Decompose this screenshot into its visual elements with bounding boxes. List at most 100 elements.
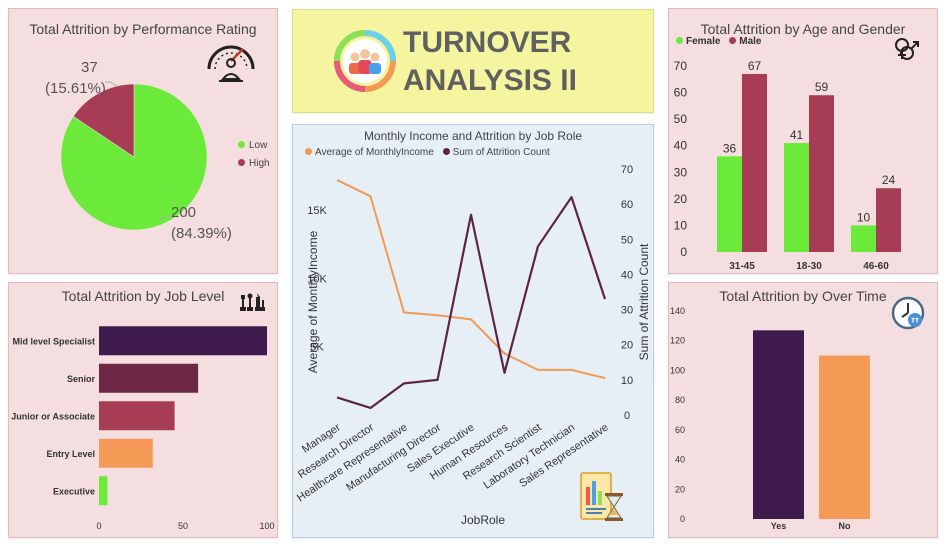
legend-item-income[interactable]: Average of MonthlyIncome — [305, 147, 434, 158]
y-tick-label: 15K — [307, 205, 327, 217]
gender-symbol-icon — [895, 38, 919, 60]
pie-slice-high — [72, 83, 135, 158]
x-tick-label: 31-45 — [729, 261, 755, 272]
label-low-value: 200 — [171, 204, 197, 221]
x-tick-label: 50 — [178, 521, 188, 531]
chess-pieces-icon — [240, 293, 265, 311]
job-role-chart: 5K 10K 15K 0 10 20 30 40 50 60 70 Average of Monthl… — [295, 164, 651, 527]
x-tick-label: 46-60 — [863, 261, 889, 272]
legend-item-high[interactable]: High — [238, 155, 270, 173]
legend-item-male[interactable]: Male — [729, 36, 761, 47]
label-low-pct: (84.39%) — [171, 225, 232, 242]
label-high-pct: (15.61%) — [45, 80, 106, 97]
bar-senior — [99, 363, 199, 393]
label-high: 37 (15.61%) — [45, 57, 125, 99]
data-label: 41 — [790, 128, 804, 142]
y-tick-label: Executive — [53, 486, 95, 496]
label-low: 200 (84.39%) — [171, 202, 261, 244]
title-banner: TURNOVER ANALYSIS II — [292, 9, 654, 113]
chart-title: Total Attrition by Over Time — [719, 288, 887, 304]
y-tick-label: 0 — [680, 514, 685, 524]
legend-item-attrition[interactable]: Sum of Attrition Count — [442, 147, 550, 158]
y-tick-label: 40 — [674, 139, 688, 153]
panel-job-level: Total Attrition by Job Level Mid level S… — [8, 282, 278, 538]
data-label: 67 — [748, 59, 762, 73]
bar-no — [819, 355, 870, 519]
bar-mid-level-specialist — [99, 326, 267, 356]
y2-tick-label: 0 — [624, 410, 630, 422]
y2-tick-label: 20 — [621, 340, 633, 352]
y-tick-label: 20 — [675, 484, 685, 494]
data-label: 10 — [857, 210, 871, 224]
y2-tick-label: 10 — [621, 375, 633, 387]
team-people-icon — [334, 30, 396, 92]
speedometer-person-icon — [207, 45, 255, 82]
line-attrition-count — [336, 196, 607, 410]
role-legend: Average of MonthlyIncome Sum of Attritio… — [305, 147, 550, 158]
x-tick-label: No — [839, 521, 851, 531]
y-tick-label: 20 — [674, 192, 688, 206]
title-line-1: TURNOVER — [403, 26, 572, 59]
bar-junior-or-associate — [99, 401, 175, 431]
x-tick-label: 100 — [259, 521, 274, 531]
y2-tick-label: 70 — [621, 164, 633, 176]
y-tick-label: 60 — [674, 86, 688, 100]
panel-job-role: Monthly Income and Attrition by Job Role… — [292, 124, 654, 538]
chart-title: Total Attrition by Job Level — [61, 288, 225, 304]
bar-male-31-45 — [742, 73, 767, 252]
chart-title: Monthly Income and Attrition by Job Role — [363, 129, 583, 143]
chart-title: Total Attrition by Performance Rating — [29, 21, 257, 37]
y2-tick-label: 30 — [621, 305, 633, 317]
y-tick-label: Mid level Specialist — [12, 336, 95, 346]
y2-axis-title: Sum of Attrition Count — [637, 243, 651, 360]
y2-tick-label: 60 — [621, 199, 633, 211]
title-line-2: ANALYSIS II — [403, 64, 577, 97]
x-tick-label: Yes — [771, 521, 787, 531]
bar-male-18-30 — [809, 95, 834, 252]
bar-female-46-60 — [851, 225, 876, 252]
pie-legend: Low High — [238, 137, 270, 173]
overtime-clock-icon — [891, 296, 925, 330]
age-gender-chart: 0 10 20 30 40 50 60 70 36 67 31-45 41 59 18-30 10 24 46-… — [674, 59, 901, 272]
y-tick-label: 60 — [675, 425, 685, 435]
hourglass-report-icon — [580, 472, 623, 521]
y-tick-label: 0 — [680, 245, 687, 259]
y-tick-label: Senior — [67, 374, 96, 384]
x-tick-label: 18-30 — [796, 261, 822, 272]
y-axis-title: Average of MonthlyIncome — [306, 230, 320, 373]
bar-female-31-45 — [717, 156, 742, 252]
bar-executive — [99, 476, 108, 506]
y2-tick-label: 50 — [621, 234, 633, 246]
y-tick-label: 80 — [675, 395, 685, 405]
leader-line-low — [158, 215, 172, 221]
chart-title: Total Attrition by Age and Gender — [700, 21, 906, 37]
job-level-chart: Mid level Specialist Senior Junior or Asso… — [11, 326, 275, 531]
leader-line-high — [105, 81, 118, 87]
bar-male-46-60 — [876, 188, 901, 252]
x-axis-title: JobRole — [461, 513, 505, 527]
performance-pie — [60, 81, 208, 231]
bar-female-18-30 — [784, 143, 809, 252]
y-tick-label: 100 — [670, 365, 685, 375]
age-legend: Female Male — [676, 36, 761, 47]
pie-slice-low — [60, 83, 208, 231]
data-label: 36 — [723, 141, 737, 155]
y-tick-label: 10 — [674, 218, 688, 232]
data-label: 24 — [882, 173, 896, 187]
legend-item-female[interactable]: Female — [676, 36, 720, 47]
line-monthly-income — [336, 179, 606, 380]
panel-performance: Total Attrition by Performance Rating 37… — [8, 8, 278, 274]
legend-item-low[interactable]: Low — [238, 137, 270, 155]
y-tick-label: 70 — [674, 59, 688, 73]
panel-over-time: Total Attrition by Over Time 0 20 40 60 80 10… — [668, 282, 938, 538]
dashboard-title: TURNOVER ANALYSIS II — [403, 24, 577, 100]
y-tick-label: 50 — [674, 112, 688, 126]
y-tick-label: Entry Level — [46, 449, 95, 459]
over-time-chart: 0 20 40 60 80 100 120 140 Yes No — [670, 306, 870, 531]
y2-tick-label: 40 — [621, 269, 633, 281]
y-tick-label: 30 — [674, 165, 688, 179]
data-label: 59 — [815, 80, 829, 94]
y-tick-label: 40 — [675, 455, 685, 465]
panel-age-gender: Total Attrition by Age and Gender Female… — [668, 8, 938, 274]
y-tick-label: 5K — [310, 342, 324, 354]
